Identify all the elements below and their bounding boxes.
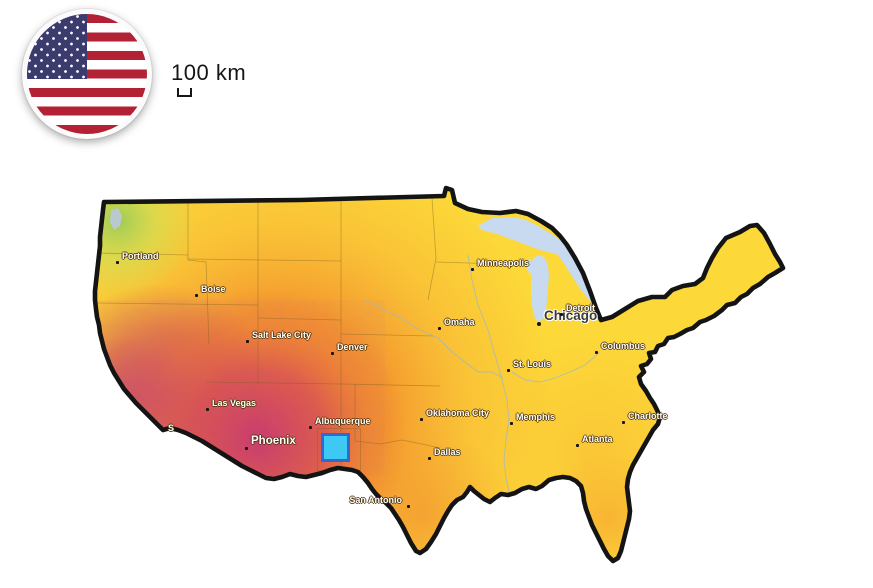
great-lakes (110, 208, 596, 322)
scale-bar-icon (177, 88, 192, 97)
puget-sound (110, 208, 122, 230)
highlighted-area-marker[interactable] (321, 433, 350, 462)
state-boundaries (96, 197, 501, 471)
lake-superior (478, 217, 583, 262)
rivers (364, 254, 601, 493)
lake-huron (556, 246, 596, 306)
green-bay (526, 258, 532, 275)
scale-label: 100 km (171, 60, 247, 85)
flag-canton-stars (27, 14, 87, 79)
lake-michigan (531, 255, 549, 322)
us-flag-icon (22, 9, 152, 139)
